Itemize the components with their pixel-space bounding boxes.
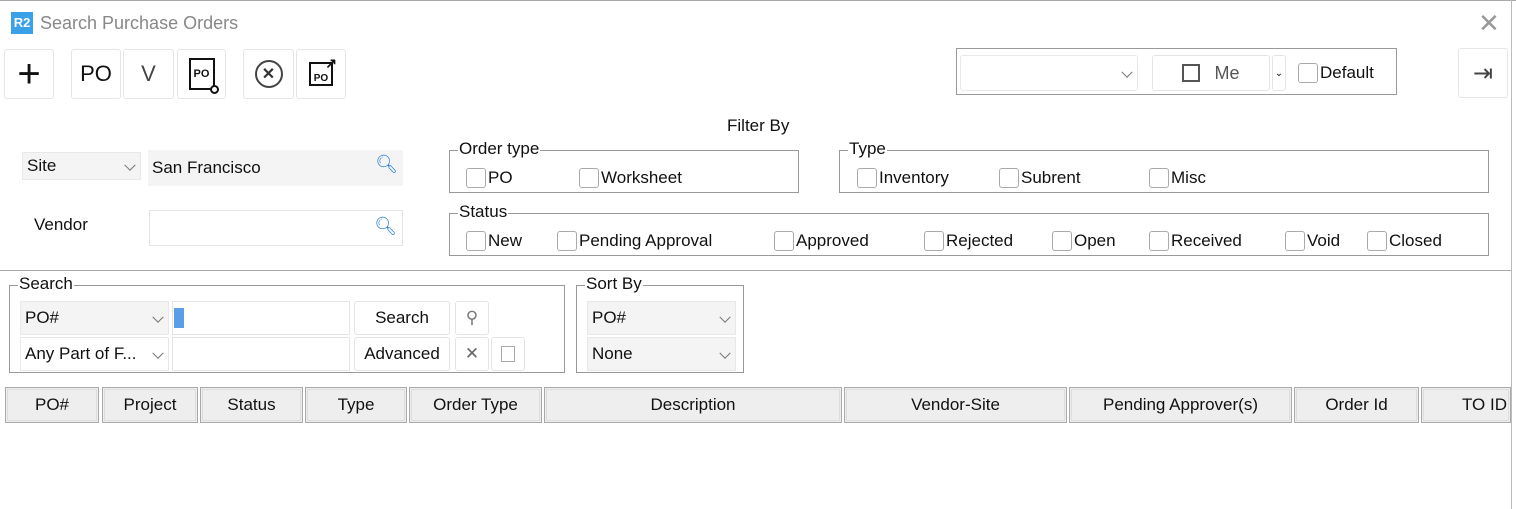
column-header-status[interactable]: Status — [200, 387, 303, 423]
site-selector[interactable]: Site — [22, 152, 141, 180]
save-layout-button[interactable]: Me — [1152, 55, 1270, 91]
search-icon[interactable]: 🔍︎ — [375, 154, 398, 174]
window-border — [0, 0, 1516, 1]
column-header-description[interactable]: Description — [544, 387, 842, 423]
exit-icon: ⇥ — [1472, 59, 1494, 87]
column-resize-icon — [501, 346, 515, 362]
divider — [0, 270, 1511, 271]
chevron-down-icon — [152, 311, 164, 323]
po-export-icon: PO ↗ — [309, 55, 337, 86]
status-received-checkbox[interactable]: Received — [1149, 231, 1242, 251]
save-icon — [1182, 64, 1201, 82]
add-button[interactable]: + — [4, 49, 54, 99]
clear-icon: ✕ — [464, 344, 480, 363]
type-inventory-checkbox[interactable]: Inventory — [857, 168, 949, 188]
filter-heading: Filter By — [727, 116, 790, 135]
status-group: Status New Pending Approval Approved Rej… — [449, 202, 1489, 256]
advanced-button[interactable]: Advanced — [354, 337, 450, 371]
magnifier-icon: ⚲ — [465, 308, 479, 327]
column-header-pending-approvers[interactable]: Pending Approver(s) — [1069, 387, 1292, 423]
status-void-checkbox[interactable]: Void — [1285, 231, 1340, 251]
chevron-down-icon — [719, 347, 731, 359]
search-input-2[interactable] — [172, 337, 350, 371]
vendor-button[interactable]: V — [123, 49, 174, 99]
clear-button[interactable]: ✕ — [455, 337, 489, 371]
sort-primary-dropdown[interactable]: PO# — [587, 301, 736, 335]
close-icon[interactable]: ✕ — [1478, 8, 1500, 38]
save-options-dropdown[interactable]: ⌄ — [1272, 55, 1286, 91]
search-field-dropdown[interactable]: PO# — [20, 301, 169, 335]
column-header-type[interactable]: Type — [305, 387, 407, 423]
sort-secondary-dropdown[interactable]: None — [587, 337, 736, 371]
order-type-group: Order type PO Worksheet — [449, 139, 799, 193]
order-type-po-checkbox[interactable]: PO — [466, 168, 513, 188]
search-button[interactable]: Search — [354, 301, 450, 335]
divider — [1511, 0, 1512, 509]
window-title: Search Purchase Orders — [40, 13, 239, 33]
void-button[interactable]: ✕ — [243, 49, 294, 99]
order-type-worksheet-checkbox[interactable]: Worksheet — [579, 168, 682, 188]
vendor-field[interactable]: 🔍︎ — [149, 210, 403, 246]
search-icon[interactable]: 🔍︎ — [374, 216, 397, 236]
po-search-button[interactable]: PO — [177, 49, 226, 99]
app-logo: R2 — [11, 12, 33, 34]
results-table-body — [4, 424, 1511, 509]
type-misc-checkbox[interactable]: Misc — [1149, 168, 1206, 188]
po-button[interactable]: PO — [71, 49, 121, 99]
column-header-order-type[interactable]: Order Type — [409, 387, 542, 423]
status-pending-approval-checkbox[interactable]: Pending Approval — [557, 231, 712, 251]
column-header-project[interactable]: Project — [102, 387, 198, 423]
search-input[interactable] — [172, 301, 350, 335]
sort-group: Sort By — [576, 274, 744, 373]
columns-button[interactable] — [491, 337, 525, 371]
type-subrent-checkbox[interactable]: Subrent — [999, 168, 1081, 188]
status-open-checkbox[interactable]: Open — [1052, 231, 1116, 251]
vendor-label: Vendor — [34, 215, 88, 234]
find-button[interactable]: ⚲ — [455, 301, 489, 335]
column-header-po[interactable]: PO# — [5, 387, 99, 423]
status-new-checkbox[interactable]: New — [466, 231, 522, 251]
status-closed-checkbox[interactable]: Closed — [1367, 231, 1442, 251]
chevron-down-icon — [152, 347, 164, 359]
type-group: Type Inventory Subrent Misc — [839, 139, 1489, 193]
search-group: Search — [9, 274, 565, 373]
status-rejected-checkbox[interactable]: Rejected — [924, 231, 1013, 251]
po-search-icon: PO — [188, 58, 219, 94]
chevron-down-icon — [124, 159, 136, 171]
cancel-circle-icon: ✕ — [254, 60, 283, 88]
export-po-button[interactable]: PO ↗ — [296, 49, 346, 99]
chevron-down-icon — [1121, 66, 1133, 78]
status-approved-checkbox[interactable]: Approved — [774, 231, 869, 251]
site-field[interactable]: San Francisco 🔍︎ — [148, 150, 403, 186]
default-checkbox[interactable]: Default — [1298, 63, 1374, 83]
column-header-order-id[interactable]: Order Id — [1294, 387, 1419, 423]
column-header-vendor-site[interactable]: Vendor-Site — [844, 387, 1067, 423]
column-header-to-id[interactable]: TO ID — [1421, 387, 1511, 423]
exit-button[interactable]: ⇥ — [1458, 48, 1508, 98]
layout-panel — [956, 48, 1397, 95]
match-mode-dropdown[interactable]: Any Part of F... — [20, 337, 169, 371]
chevron-down-icon: ⌄ — [1274, 67, 1284, 79]
chevron-down-icon — [719, 311, 731, 323]
plus-icon: + — [17, 51, 41, 96]
layout-dropdown[interactable] — [960, 55, 1138, 91]
